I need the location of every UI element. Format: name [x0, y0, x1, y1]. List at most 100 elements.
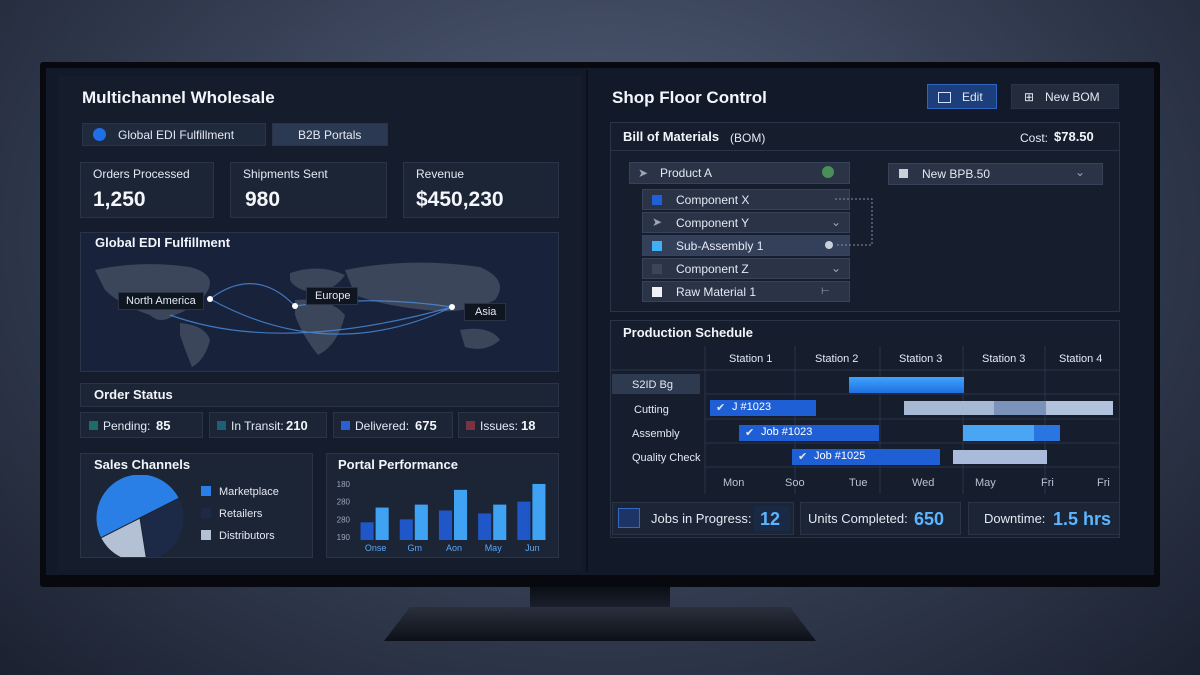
- status-box: [209, 412, 327, 438]
- check-icon: ✔: [798, 451, 808, 463]
- tree-row[interactable]: [642, 212, 850, 233]
- legend-label: Retailers: [219, 508, 263, 520]
- tab-icon: [93, 128, 106, 141]
- tree-row[interactable]: [629, 162, 850, 184]
- button[interactable]: [1011, 84, 1119, 109]
- status-value: 210: [286, 418, 308, 433]
- gantt-bar[interactable]: [963, 425, 1060, 441]
- row-highlight: [612, 374, 700, 394]
- separator: [611, 150, 1119, 151]
- chart-title: Sales Channels: [94, 457, 191, 472]
- tree-row[interactable]: [642, 189, 850, 210]
- app-title: Multichannel Wholesale: [82, 88, 275, 107]
- tree-label[interactable]: Raw Material 1: [676, 285, 757, 299]
- stat-value: 1.5 hrs: [1053, 509, 1112, 529]
- bar: [414, 504, 428, 540]
- tree-label[interactable]: Component Y: [676, 216, 750, 230]
- legend-swatch: [201, 508, 211, 518]
- status-swatch: [89, 421, 98, 430]
- tab[interactable]: [82, 123, 266, 146]
- tree-label[interactable]: Component X: [676, 193, 750, 207]
- check-icon: ✔: [745, 427, 755, 439]
- button-label[interactable]: Edit: [962, 90, 983, 104]
- stat-value-box: [754, 506, 790, 531]
- dropdown[interactable]: [888, 163, 1103, 185]
- x-tick-label: May: [485, 543, 503, 553]
- row-label: Quality Check: [632, 452, 701, 464]
- bar: [438, 510, 452, 540]
- legend-swatch: [201, 486, 211, 496]
- status-box: [458, 412, 559, 438]
- day-label: Soo: [785, 477, 805, 489]
- kpi-value: $450,230: [416, 188, 504, 211]
- gantt-bar[interactable]: [849, 377, 964, 393]
- column-header: Station 1: [729, 353, 773, 365]
- status-label: In Transit:: [231, 419, 284, 433]
- kpi-card: [80, 162, 214, 218]
- status-label: Pending:: [103, 419, 151, 433]
- bom-title: Bill of Materials: [623, 129, 720, 144]
- gantt-bar[interactable]: J #1023: [710, 400, 816, 416]
- bar: [399, 519, 413, 540]
- tree-label[interactable]: Component Z: [676, 262, 749, 276]
- connector-dot: [825, 241, 833, 249]
- gantt-bar[interactable]: [953, 450, 1047, 464]
- status-value: 18: [521, 418, 536, 433]
- gantt-bar[interactable]: Job #1023: [739, 425, 879, 441]
- continent: [460, 328, 500, 349]
- bar: [454, 489, 468, 540]
- stand-base: [384, 607, 816, 641]
- job-label[interactable]: Job #1023: [761, 426, 813, 438]
- column-header: Station 3: [982, 353, 1026, 365]
- button-label[interactable]: New BOM: [1045, 90, 1100, 104]
- panel-title: Shop Floor Control: [612, 88, 767, 107]
- kpi-value: 980: [245, 188, 281, 211]
- tree-label[interactable]: Product A: [660, 166, 713, 180]
- tree-row[interactable]: [642, 281, 850, 302]
- item-icon: ➤: [652, 215, 663, 229]
- gantt-bar[interactable]: [904, 401, 1113, 415]
- map-label: Asia: [475, 306, 497, 318]
- y-axis-label: 190: [337, 533, 351, 542]
- item-icon: [652, 195, 662, 205]
- tree-label[interactable]: Sub-Assembly 1: [676, 239, 764, 253]
- row-label: Assembly: [632, 428, 680, 440]
- status-value: 85: [156, 418, 171, 433]
- status-label: Delivered:: [355, 419, 410, 433]
- chevron: ⌄: [831, 215, 842, 229]
- day-label: Fri: [1097, 477, 1110, 489]
- day-label: May: [975, 477, 996, 489]
- day-label: Tue: [849, 477, 868, 489]
- kpi-value: 1,250: [93, 188, 146, 211]
- map-label: Europe: [315, 290, 351, 302]
- tab[interactable]: [272, 123, 388, 146]
- item-icon: [652, 287, 662, 297]
- route-node: [207, 296, 213, 302]
- tab-label[interactable]: Global EDI Fulfillment: [118, 128, 235, 142]
- map-label-box: [306, 287, 358, 305]
- x-tick-label: Aon: [446, 543, 462, 553]
- pie-chart: Marketplace Retailers Distributors: [95, 475, 279, 557]
- tree-row[interactable]: [642, 258, 850, 279]
- divider: [586, 70, 588, 572]
- connector: [835, 198, 873, 246]
- job-label[interactable]: J #1023: [732, 401, 772, 413]
- cost-label: Cost:: [1020, 131, 1049, 145]
- status-swatch: [217, 421, 226, 430]
- continent: [180, 323, 210, 367]
- kpi-label: Orders Processed: [93, 167, 190, 181]
- x-tick-label: Gm: [408, 543, 423, 553]
- stat-label: Jobs in Progress:: [651, 511, 752, 526]
- stat-icon: [618, 508, 640, 528]
- status-box: [80, 412, 203, 438]
- gantt-bar[interactable]: Job #1025: [792, 449, 940, 465]
- kpi-card: [230, 162, 387, 218]
- bar: [478, 513, 492, 540]
- stat-value: 12: [760, 509, 781, 529]
- pie-slice: [139, 497, 185, 557]
- dropdown-label[interactable]: New BPB.50: [922, 167, 991, 181]
- stat-value: 650: [914, 509, 945, 529]
- x-tick-label: Onse: [365, 543, 387, 553]
- tab-label[interactable]: B2B Portals: [298, 128, 362, 142]
- job-label[interactable]: Job #1025: [814, 450, 866, 462]
